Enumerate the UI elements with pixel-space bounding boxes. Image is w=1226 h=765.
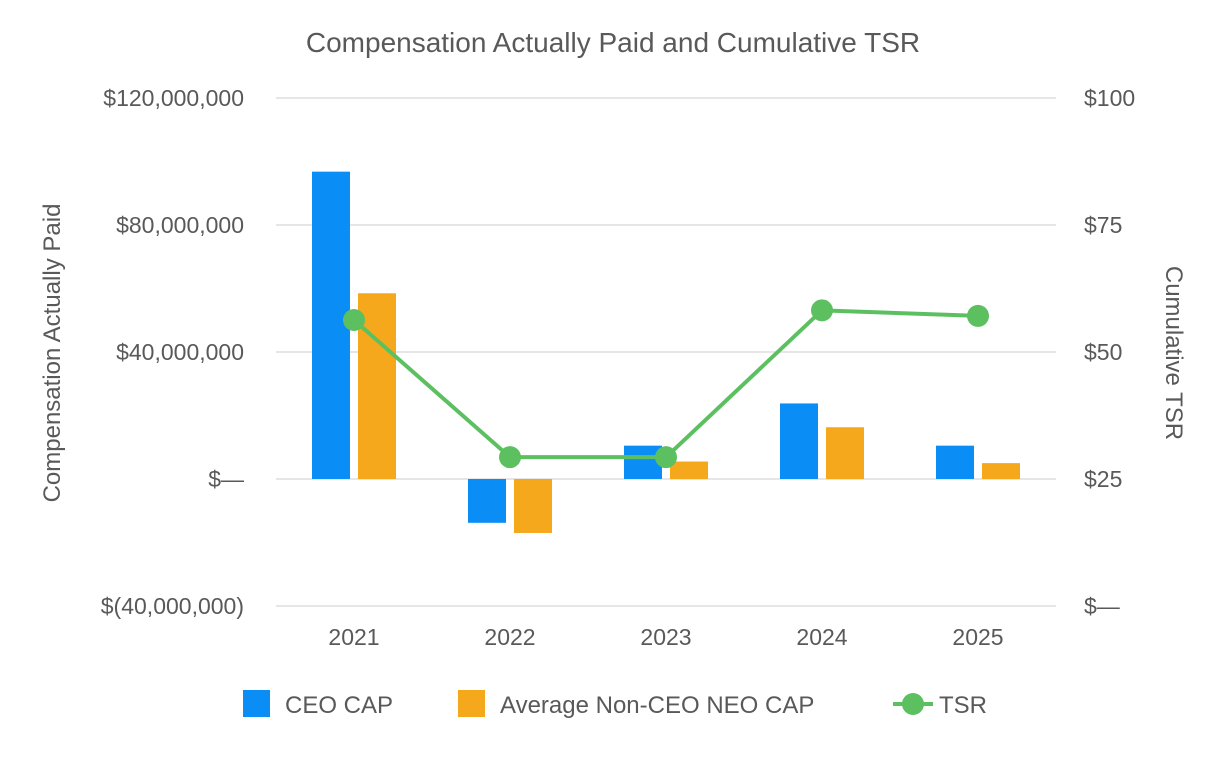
bar-ceo-cap-2021: [312, 171, 350, 479]
bar-ceo-cap-2024: [780, 403, 818, 479]
legend-item: CEO CAP: [243, 690, 393, 719]
x-axis-ticks: 2021 2022 2023 2024 2025: [328, 624, 1003, 650]
legend-item: TSR: [893, 692, 987, 719]
y2-tick-label: $25: [1084, 466, 1122, 492]
y2-axis-title: Cumulative TSR: [1160, 266, 1187, 440]
legend-item: Average Non-CEO NEO CAP: [458, 690, 814, 719]
bar-average-non-ceo-neo-cap-2022: [514, 479, 552, 533]
legend-point-marker: [902, 693, 924, 715]
x-tick-label: 2025: [952, 624, 1003, 650]
legend-swatch: [458, 690, 485, 717]
x-tick-label: 2021: [328, 624, 379, 650]
legend-label: TSR: [939, 692, 987, 719]
tsr-point-2024: [811, 299, 833, 322]
legend-label: CEO CAP: [285, 692, 393, 719]
legend-label: Average Non-CEO NEO CAP: [500, 692, 814, 719]
bar-average-non-ceo-neo-cap-2023: [670, 461, 708, 479]
gridlines: [276, 97, 1056, 607]
bar-ceo-cap-2025: [936, 445, 974, 479]
x-tick-label: 2023: [640, 624, 691, 650]
y2-tick-label: $75: [1084, 212, 1122, 238]
tsr-point-2023: [655, 446, 677, 469]
bar-average-non-ceo-neo-cap-2025: [982, 463, 1020, 479]
y-tick-label: $—: [208, 466, 244, 492]
chart-title: Compensation Actually Paid and Cumulativ…: [306, 27, 920, 58]
bar-average-non-ceo-neo-cap-2021: [358, 293, 396, 479]
y-tick-label: $80,000,000: [116, 212, 244, 238]
y2-tick-label: $—: [1084, 593, 1120, 619]
bar-average-non-ceo-neo-cap-2024: [826, 427, 864, 479]
tsr-point-2021: [343, 308, 365, 331]
x-tick-label: 2022: [484, 624, 535, 650]
legend-swatch: [243, 690, 270, 717]
bar-ceo-cap-2023: [624, 445, 662, 479]
y2-tick-label: $100: [1084, 85, 1135, 111]
y-tick-label: $40,000,000: [116, 339, 244, 365]
bar-ceo-cap-2022: [468, 479, 506, 523]
y-tick-label: $(40,000,000): [101, 593, 244, 619]
tsr-line-layer: [343, 299, 989, 469]
y2-tick-label: $50: [1084, 339, 1122, 365]
legend: CEO CAP Average Non-CEO NEO CAP TSR: [243, 690, 987, 719]
left-axis-ticks: $120,000,000 $80,000,000 $40,000,000 $— $(40…: [101, 85, 244, 619]
y-tick-label: $120,000,000: [103, 85, 244, 111]
right-axis-ticks: $100 $75 $50 $25 $—: [1084, 85, 1135, 619]
x-tick-label: 2024: [796, 624, 847, 650]
tsr-point-2025: [967, 304, 989, 327]
bars: [312, 171, 1020, 533]
tsr-point-2022: [499, 446, 521, 469]
y-axis-title: Compensation Actually Paid: [39, 204, 66, 503]
tsr-line: [352, 308, 979, 460]
